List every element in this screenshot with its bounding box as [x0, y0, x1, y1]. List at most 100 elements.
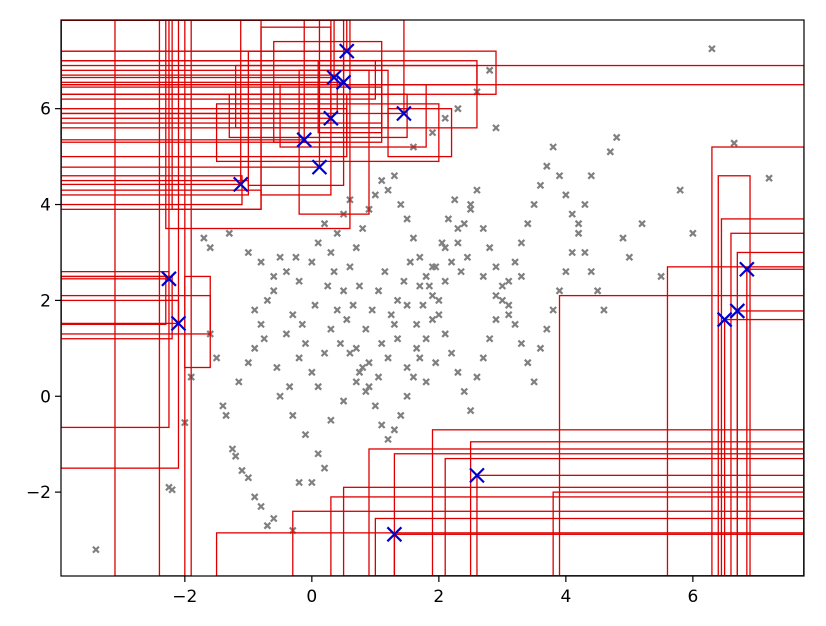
highlighted-point: [386, 526, 403, 543]
background-point: [390, 426, 399, 434]
background-point: [295, 354, 303, 362]
background-point: [447, 258, 456, 266]
background-point: [365, 358, 373, 367]
background-point: [339, 397, 348, 405]
background-point: [393, 334, 402, 343]
background-point: [257, 502, 265, 511]
bounding-box: [158, 20, 192, 576]
background-point: [473, 186, 481, 194]
background-point: [336, 339, 345, 348]
background-point: [212, 354, 221, 362]
background-point: [504, 310, 513, 319]
background-point: [454, 224, 462, 233]
background-point: [457, 267, 465, 276]
bounding-box: [61, 20, 335, 79]
background-points-layer: [92, 44, 773, 554]
background-point: [511, 258, 519, 266]
bounding-box: [61, 20, 242, 186]
background-point: [276, 253, 284, 262]
background-point: [562, 191, 570, 199]
background-point: [269, 287, 278, 295]
bounding-box: [374, 517, 804, 576]
background-point: [463, 253, 472, 262]
background-point: [530, 200, 538, 209]
background-point: [606, 148, 615, 156]
background-point: [498, 282, 507, 290]
background-point: [250, 306, 259, 314]
background-point: [676, 186, 684, 194]
background-point: [479, 272, 488, 281]
bounding-box: [61, 299, 180, 469]
background-point: [581, 200, 589, 209]
background-point: [358, 224, 367, 233]
background-point: [523, 358, 532, 367]
background-point: [657, 272, 665, 281]
background-point: [396, 200, 405, 209]
background-point: [543, 325, 551, 333]
background-point: [536, 344, 545, 353]
background-point: [460, 387, 469, 396]
background-point: [358, 363, 367, 372]
background-point: [301, 430, 310, 439]
y-tick-label: 6: [40, 100, 51, 120]
background-point: [492, 315, 500, 324]
background-point: [225, 229, 234, 238]
x-tick-label: 4: [560, 587, 571, 607]
background-point: [619, 234, 627, 242]
background-point: [422, 334, 430, 343]
background-point: [327, 416, 335, 425]
bounding-box: [215, 103, 440, 163]
background-point: [530, 378, 538, 386]
bounding-box: [666, 266, 804, 576]
background-point: [454, 104, 462, 113]
background-point: [536, 181, 545, 190]
background-point: [689, 229, 697, 238]
bounding-box: [444, 457, 804, 576]
background-point: [244, 358, 253, 367]
background-point: [387, 310, 395, 319]
background-point: [504, 277, 513, 286]
background-point: [269, 272, 278, 281]
y-tick-label: 2: [40, 291, 51, 311]
background-point: [612, 133, 621, 142]
background-point: [238, 466, 246, 475]
bounding-box: [552, 491, 804, 576]
bounding-box: [61, 64, 804, 86]
background-point: [314, 382, 322, 391]
background-point: [346, 349, 354, 357]
bounding-box: [717, 175, 751, 576]
background-point: [441, 114, 449, 123]
background-point: [523, 219, 532, 228]
background-point: [228, 445, 237, 453]
background-point: [492, 291, 500, 300]
background-point: [409, 373, 418, 381]
background-point: [235, 378, 243, 386]
background-point: [289, 310, 297, 319]
bounding-box: [387, 108, 453, 158]
bounding-box: [165, 20, 351, 230]
background-point: [320, 464, 329, 472]
highlighted-point: [335, 74, 352, 91]
background-point: [438, 239, 446, 247]
background-point: [327, 248, 335, 257]
background-point: [308, 368, 316, 377]
x-tick-label: 6: [687, 587, 698, 607]
bounding-box: [61, 175, 243, 206]
background-point: [308, 258, 316, 266]
background-point: [409, 234, 418, 242]
background-point: [352, 378, 361, 386]
background-point: [393, 296, 402, 305]
background-point: [289, 411, 297, 420]
background-point: [428, 128, 437, 137]
background-point: [450, 195, 459, 204]
highlighted-points-layer: [161, 43, 755, 543]
background-point: [485, 243, 494, 252]
background-point: [431, 263, 440, 271]
highlighted-point: [170, 315, 187, 332]
background-point: [219, 402, 227, 410]
y-axis: −2 0 2 4 6: [26, 100, 61, 503]
background-point: [412, 344, 421, 353]
background-point: [381, 267, 389, 276]
highlighted-point: [739, 261, 755, 278]
